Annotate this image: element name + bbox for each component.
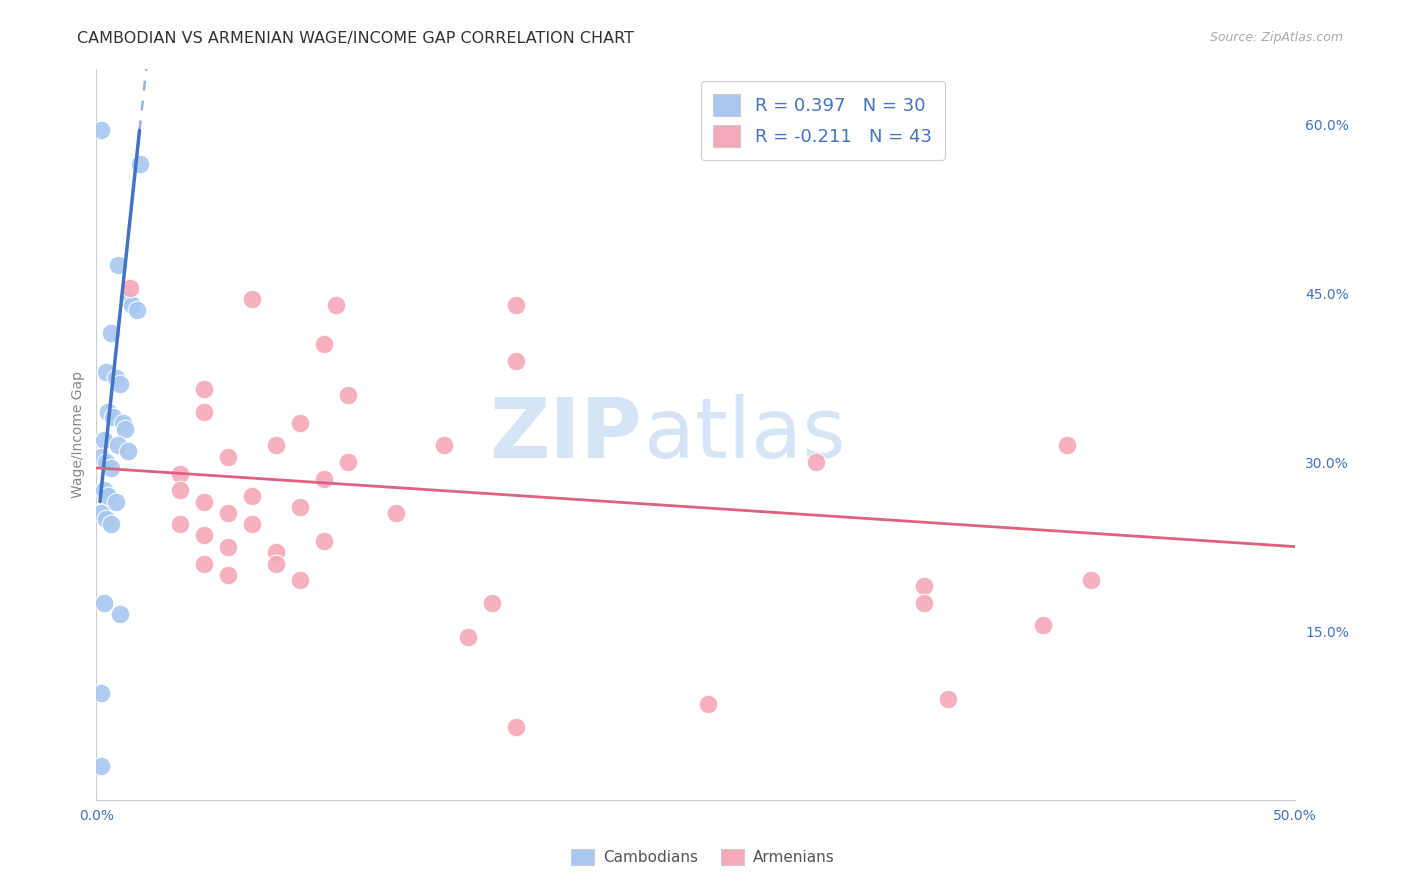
Point [481,596,503,610]
Point [217,450,239,464]
Point [314,534,336,549]
Point [385,506,408,520]
Point [240,292,263,306]
Point [217,567,239,582]
Point [100,517,122,532]
Text: ZIP: ZIP [489,393,641,475]
Point [93,596,115,610]
Text: atlas: atlas [644,393,846,475]
Point [1056,438,1078,452]
Point [90,506,112,520]
Point [90,686,112,700]
Point [90,450,112,464]
Point [1080,574,1102,588]
Point [240,489,263,503]
Point [433,438,456,452]
Point [118,281,141,295]
Point [505,354,527,368]
Point [505,720,527,734]
Point [314,337,336,351]
Point [117,292,139,306]
Point [111,416,134,430]
Text: Source: ZipAtlas.com: Source: ZipAtlas.com [1209,31,1343,45]
Point [193,382,215,396]
Point [288,500,311,515]
Point [217,540,239,554]
Point [804,455,827,469]
Point [240,517,263,532]
Point [127,303,149,318]
Text: CAMBODIAN VS ARMENIAN WAGE/INCOME GAP CORRELATION CHART: CAMBODIAN VS ARMENIAN WAGE/INCOME GAP CO… [77,31,634,46]
Point [264,438,287,452]
Point [169,483,191,498]
Point [107,438,129,452]
Point [936,691,959,706]
Point [104,371,127,385]
Point [288,574,311,588]
Point [94,365,117,379]
Point [90,759,112,773]
Point [288,416,311,430]
Point [93,433,115,447]
Y-axis label: Wage/Income Gap: Wage/Income Gap [72,371,86,498]
Point [110,607,132,621]
Point [337,388,360,402]
Point [193,494,215,508]
Point [93,483,115,498]
Legend: R = 0.397   N = 30, R = -0.211   N = 43: R = 0.397 N = 30, R = -0.211 N = 43 [700,81,945,160]
Point [314,472,336,486]
Point [100,326,122,340]
Point [128,157,150,171]
Point [114,421,136,435]
Point [110,376,132,391]
Legend: Cambodians, Armenians: Cambodians, Armenians [565,843,841,871]
Point [90,123,112,137]
Point [337,455,360,469]
Point [100,461,122,475]
Point [193,528,215,542]
Point [97,404,120,418]
Point [107,259,129,273]
Point [457,630,479,644]
Point [117,444,139,458]
Point [94,455,117,469]
Point [94,511,117,525]
Point [121,298,143,312]
Point [193,404,215,418]
Point [104,494,127,508]
Point [97,489,120,503]
Point [217,506,239,520]
Point [169,517,191,532]
Point [264,545,287,559]
Point [325,298,347,312]
Point [505,298,527,312]
Point [169,467,191,481]
Point [1032,618,1054,632]
Point [193,557,215,571]
Point [101,410,124,425]
Point [912,596,935,610]
Point [696,697,718,711]
Point [912,579,935,593]
Point [264,557,287,571]
